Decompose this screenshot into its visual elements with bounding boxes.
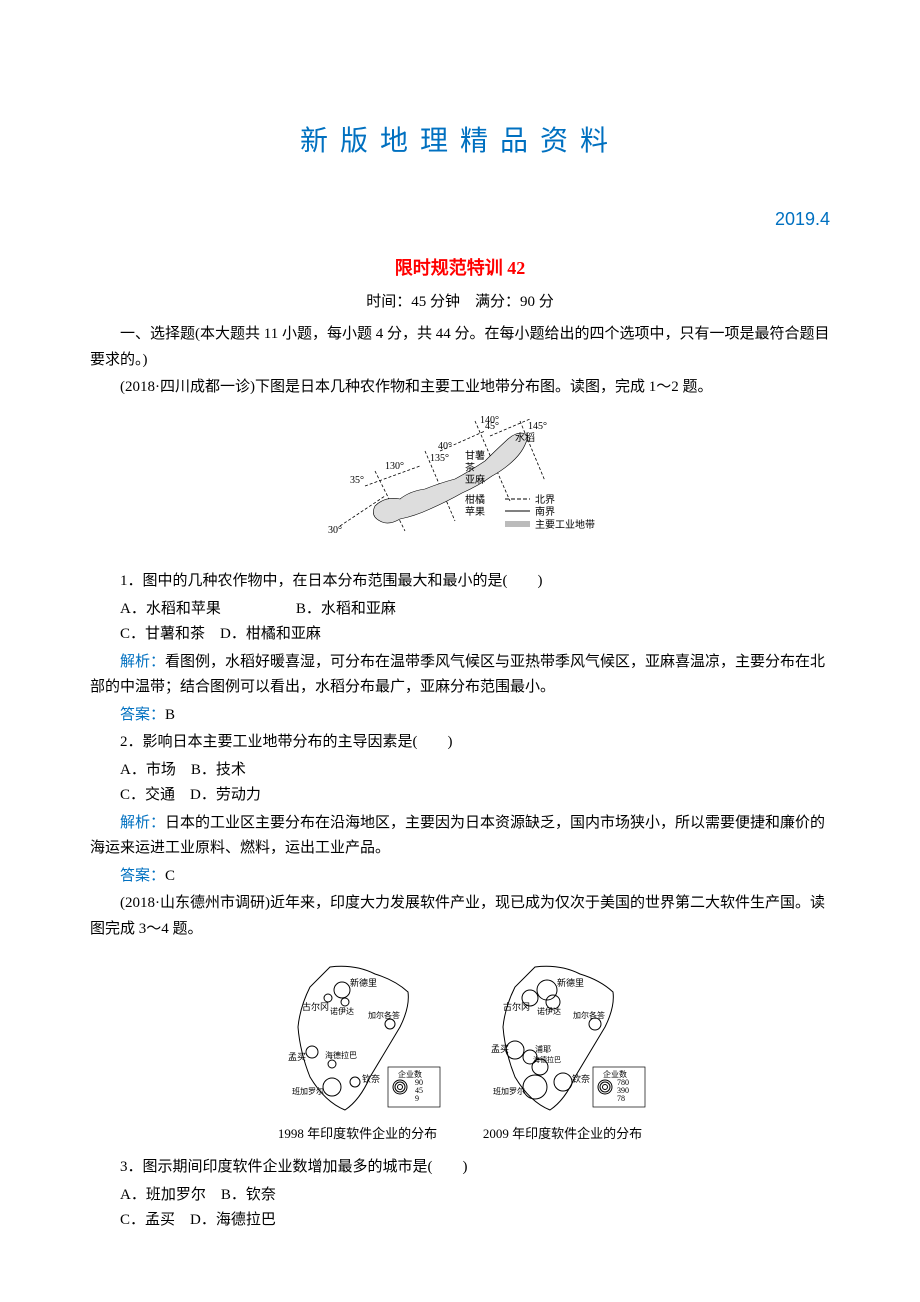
q2-analysis-text: 日本的工业区主要分布在沿海地区，主要因为日本资源缺乏，国内市场狭小，所以需要便捷… xyxy=(90,815,825,857)
svg-text:茶: 茶 xyxy=(465,461,475,474)
q1-opt-b: B．水稻和亚麻 xyxy=(296,601,396,617)
svg-text:诺伊达: 诺伊达 xyxy=(537,1006,561,1016)
svg-text:加尔各答: 加尔各答 xyxy=(573,1010,605,1020)
svg-text:苹果: 苹果 xyxy=(465,505,485,518)
q1-opt-a: A．水稻和苹果 xyxy=(120,601,221,617)
q1-opt-d: D．柑橘和亚麻 xyxy=(220,626,321,642)
svg-text:9: 9 xyxy=(415,1094,419,1103)
analysis-label: 解析： xyxy=(120,815,165,831)
q2-opt-a: A．市场 xyxy=(120,762,176,778)
answer-label: 答案： xyxy=(120,707,165,723)
q1-answer: 答案：B xyxy=(90,703,830,729)
section-title: 限时规范特训 42 xyxy=(90,254,830,283)
q1-2-context: (2018·四川成都一诊)下图是日本几种农作物和主要工业地带分布图。读图，完成 … xyxy=(90,375,830,401)
analysis-label: 解析： xyxy=(120,654,165,670)
svg-text:130°: 130° xyxy=(385,461,404,472)
q2-opt-c: C．交通 xyxy=(120,787,175,803)
q1-stem: 1．图中的几种农作物中，在日本分布范围最大和最小的是( ) xyxy=(90,569,830,595)
figure-india-maps: 新德里 古尔冈 诺伊达 加尔各答 孟买 海德拉巴 班加罗尔 钦奈 企业数 90 … xyxy=(90,952,830,1145)
q3-options: A．班加罗尔 B．钦奈 C．孟买 D．海德拉巴 xyxy=(120,1183,830,1234)
svg-text:海德拉巴: 海德拉巴 xyxy=(533,1055,561,1064)
q2-analysis: 解析：日本的工业区主要分布在沿海地区，主要因为日本资源缺乏，国内市场狭小，所以需… xyxy=(90,811,830,862)
svg-text:古尔冈: 古尔冈 xyxy=(503,1001,530,1012)
q3-opt-a: A．班加罗尔 xyxy=(120,1187,206,1203)
svg-text:40°: 40° xyxy=(438,441,452,452)
q1-analysis: 解析：看图例，水稻好暖喜湿，可分布在温带季风气候区与亚热带季风气候区，亚麻喜温凉… xyxy=(90,650,830,701)
svg-text:北界: 北界 xyxy=(535,494,555,506)
q3-opt-c: C．孟买 xyxy=(120,1212,175,1228)
section-meta: 时间：45 分钟 满分：90 分 xyxy=(90,290,830,314)
svg-text:甘薯: 甘薯 xyxy=(465,449,485,462)
q2-answer: 答案：C xyxy=(90,864,830,890)
q3-stem: 3．图示期间印度软件企业数增加最多的城市是( ) xyxy=(90,1155,830,1181)
svg-text:钦奈: 钦奈 xyxy=(572,1073,590,1084)
figure2-right-caption: 2009 年印度软件企业的分布 xyxy=(483,1124,642,1145)
answer-label: 答案： xyxy=(120,868,165,884)
q2-answer-text: C xyxy=(165,868,175,884)
svg-text:140°: 140° xyxy=(480,415,499,426)
svg-text:水稻: 水稻 xyxy=(515,432,535,444)
q1-analysis-text: 看图例，水稻好暖喜湿，可分布在温带季风气候区与亚热带季风气候区，亚麻喜温凉，主要… xyxy=(90,654,825,696)
svg-text:新德里: 新德里 xyxy=(350,977,377,988)
q3-opt-b: B．钦奈 xyxy=(221,1187,276,1203)
svg-text:南界: 南界 xyxy=(535,505,555,518)
svg-text:古尔冈: 古尔冈 xyxy=(302,1001,329,1012)
svg-text:新德里: 新德里 xyxy=(557,977,584,988)
svg-text:35°: 35° xyxy=(350,475,364,486)
document-date: 2019.4 xyxy=(90,205,830,234)
figure2-left-caption: 1998 年印度软件企业的分布 xyxy=(278,1124,437,1145)
q1-options: A．水稻和苹果 B．水稻和亚麻 C．甘薯和茶 D．柑橘和亚麻 xyxy=(120,597,830,648)
q2-stem: 2．影响日本主要工业地带分布的主导因素是( ) xyxy=(90,730,830,756)
svg-text:78: 78 xyxy=(617,1094,625,1103)
part1-instructions: 一、选择题(本大题共 11 小题，每小题 4 分，共 44 分。在每小题给出的四… xyxy=(90,322,830,373)
svg-text:135°: 135° xyxy=(430,453,449,464)
svg-text:海德拉巴: 海德拉巴 xyxy=(325,1050,357,1060)
svg-text:亚麻: 亚麻 xyxy=(465,473,485,486)
q1-opt-c: C．甘薯和茶 xyxy=(120,626,205,642)
svg-text:主要工业地带: 主要工业地带 xyxy=(535,518,595,531)
main-title: 新版地理精品资料 xyxy=(90,120,830,165)
svg-text:浦耶: 浦耶 xyxy=(535,1044,551,1054)
svg-text:诺伊达: 诺伊达 xyxy=(330,1006,354,1016)
q2-options: A．市场 B．技术 C．交通 D．劳动力 xyxy=(120,758,830,809)
svg-text:孟买: 孟买 xyxy=(491,1044,509,1054)
svg-text:30°: 30° xyxy=(328,525,342,536)
q3-opt-d: D．海德拉巴 xyxy=(190,1212,276,1228)
svg-text:钦奈: 钦奈 xyxy=(362,1073,380,1084)
svg-text:加尔各答: 加尔各答 xyxy=(368,1010,400,1020)
figure-japan-map: 30° 35° 40° 45° 130° 135° 140° 145° 水稻 甘… xyxy=(90,411,830,560)
q2-opt-b: B．技术 xyxy=(191,762,246,778)
svg-text:孟买: 孟买 xyxy=(288,1052,306,1062)
svg-text:班加罗尔: 班加罗尔 xyxy=(493,1086,525,1096)
svg-text:班加罗尔: 班加罗尔 xyxy=(292,1086,324,1096)
svg-text:145°: 145° xyxy=(528,421,547,432)
svg-text:柑橘: 柑橘 xyxy=(465,493,485,506)
q1-answer-text: B xyxy=(165,707,175,723)
q2-opt-d: D．劳动力 xyxy=(190,787,261,803)
q3-4-context: (2018·山东德州市调研)近年来，印度大力发展软件产业，现已成为仅次于美国的世… xyxy=(90,891,830,942)
